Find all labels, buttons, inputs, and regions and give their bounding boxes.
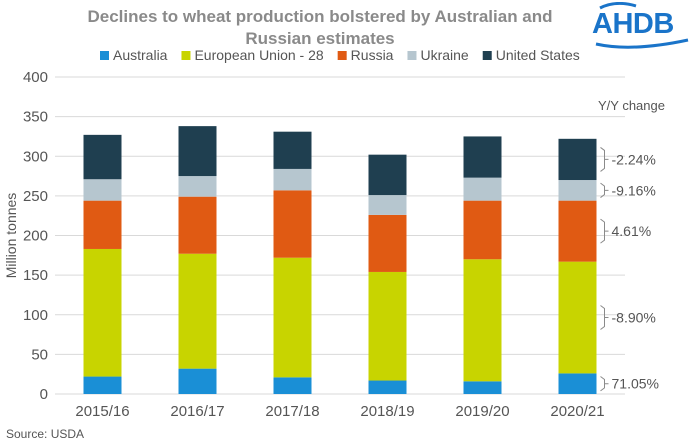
y-tick-label: 100	[23, 307, 48, 324]
yoy-bracket	[600, 376, 609, 392]
legend-swatch-australia	[100, 51, 109, 60]
bar-australia	[558, 373, 597, 394]
bar-united-states	[83, 134, 122, 180]
yoy-bracket	[600, 182, 609, 198]
y-tick-label: 200	[23, 228, 48, 245]
bar-ukraine	[463, 177, 502, 201]
yoy-label-european-union-28: -8.90%	[612, 310, 656, 326]
x-tick-label: 2016/17	[170, 403, 224, 420]
bar-australia	[178, 368, 217, 394]
bar-european-union-28	[83, 248, 122, 377]
logo-text: AHDB	[592, 8, 674, 40]
bar-united-states	[368, 154, 407, 196]
legend-label-australia: Australia	[113, 47, 168, 63]
y-tick-label: 50	[31, 346, 48, 363]
bar-european-union-28	[178, 253, 217, 369]
bar-ukraine	[83, 179, 122, 201]
ahdb-logo: AHDB	[592, 2, 692, 50]
bar-australia	[273, 377, 312, 394]
legend-label-ukraine: Ukraine	[420, 47, 468, 63]
bar-european-union-28	[463, 259, 502, 382]
y-tick-label: 250	[23, 188, 48, 205]
bar-australia	[368, 380, 407, 394]
bar-russia	[83, 200, 122, 249]
yoy-label-united-states: -2.24%	[612, 151, 656, 167]
bar-european-union-28	[273, 257, 312, 378]
x-tick-label: 2020/21	[550, 403, 604, 420]
legend-swatch-ukraine	[407, 51, 417, 60]
y-tick-label: 350	[23, 109, 48, 126]
bar-russia	[273, 190, 312, 258]
x-tick-label: 2018/19	[360, 403, 414, 420]
bar-russia	[368, 214, 407, 272]
chart-title-line-1: Declines to wheat production bolstered b…	[87, 7, 553, 26]
legend-swatch-united-states	[482, 51, 492, 60]
bar-united-states	[558, 138, 597, 181]
y-tick-label: 400	[23, 69, 48, 86]
source-note: Source: USDA	[6, 427, 85, 441]
bar-australia	[83, 376, 122, 394]
y-tick-label: 150	[23, 267, 48, 284]
legend-label-european-union-28: European Union - 28	[194, 47, 323, 63]
bar-european-union-28	[558, 261, 597, 374]
x-tick-label: 2017/18	[265, 403, 319, 420]
yoy-change-title: Y/Y change	[598, 98, 665, 113]
bar-united-states	[463, 136, 502, 178]
yoy-bracket	[600, 147, 609, 172]
logo-swoosh-icon	[595, 2, 689, 49]
y-tick-label: 300	[23, 148, 48, 165]
x-tick-label: 2019/20	[455, 403, 509, 420]
bar-russia	[558, 200, 597, 262]
bar-united-states	[273, 131, 312, 169]
bar-ukraine	[368, 195, 407, 215]
yoy-label-ukraine: -9.16%	[612, 182, 656, 198]
bar-ukraine	[558, 180, 597, 201]
bar-ukraine	[178, 176, 217, 197]
bar-united-states	[178, 126, 217, 177]
bar-ukraine	[273, 168, 312, 191]
legend-label-united-states: United States	[496, 47, 580, 63]
bar-australia	[463, 381, 502, 394]
y-tick-label: 0	[40, 386, 48, 403]
legend-swatch-russia	[337, 51, 347, 60]
bar-russia	[463, 200, 502, 260]
yoy-label-russia: 4.61%	[612, 223, 652, 239]
x-tick-label: 2015/16	[75, 403, 129, 420]
bar-russia	[178, 196, 217, 254]
chart-title-line-2: Russian estimates	[245, 29, 395, 48]
bar-european-union-28	[368, 271, 407, 381]
chart-title: Declines to wheat production bolstered b…	[0, 6, 640, 50]
yoy-bracket	[600, 305, 609, 330]
yoy-bracket	[600, 218, 609, 244]
yoy-label-australia: 71.05%	[612, 376, 659, 392]
legend-label-russia: Russia	[351, 47, 394, 63]
legend-swatch-european-union-28	[181, 51, 191, 60]
y-axis-title: Million tonnes	[3, 193, 19, 279]
